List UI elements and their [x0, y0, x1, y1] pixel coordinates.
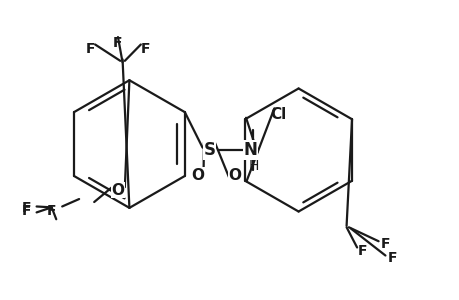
Text: Cl: Cl — [269, 107, 285, 122]
Text: H: H — [248, 159, 259, 173]
Text: F: F — [113, 36, 123, 50]
Text: F: F — [86, 42, 95, 56]
Text: F: F — [380, 237, 389, 250]
Text: O: O — [191, 168, 204, 183]
Text: N: N — [243, 141, 257, 159]
Text: F: F — [22, 204, 31, 218]
Text: F: F — [22, 201, 31, 215]
Text: F: F — [387, 251, 396, 266]
Text: O: O — [111, 183, 124, 198]
Text: S: S — [203, 141, 215, 159]
Text: F: F — [357, 244, 367, 258]
Text: F: F — [47, 204, 56, 218]
Text: O: O — [228, 168, 241, 183]
Text: F: F — [140, 42, 150, 56]
